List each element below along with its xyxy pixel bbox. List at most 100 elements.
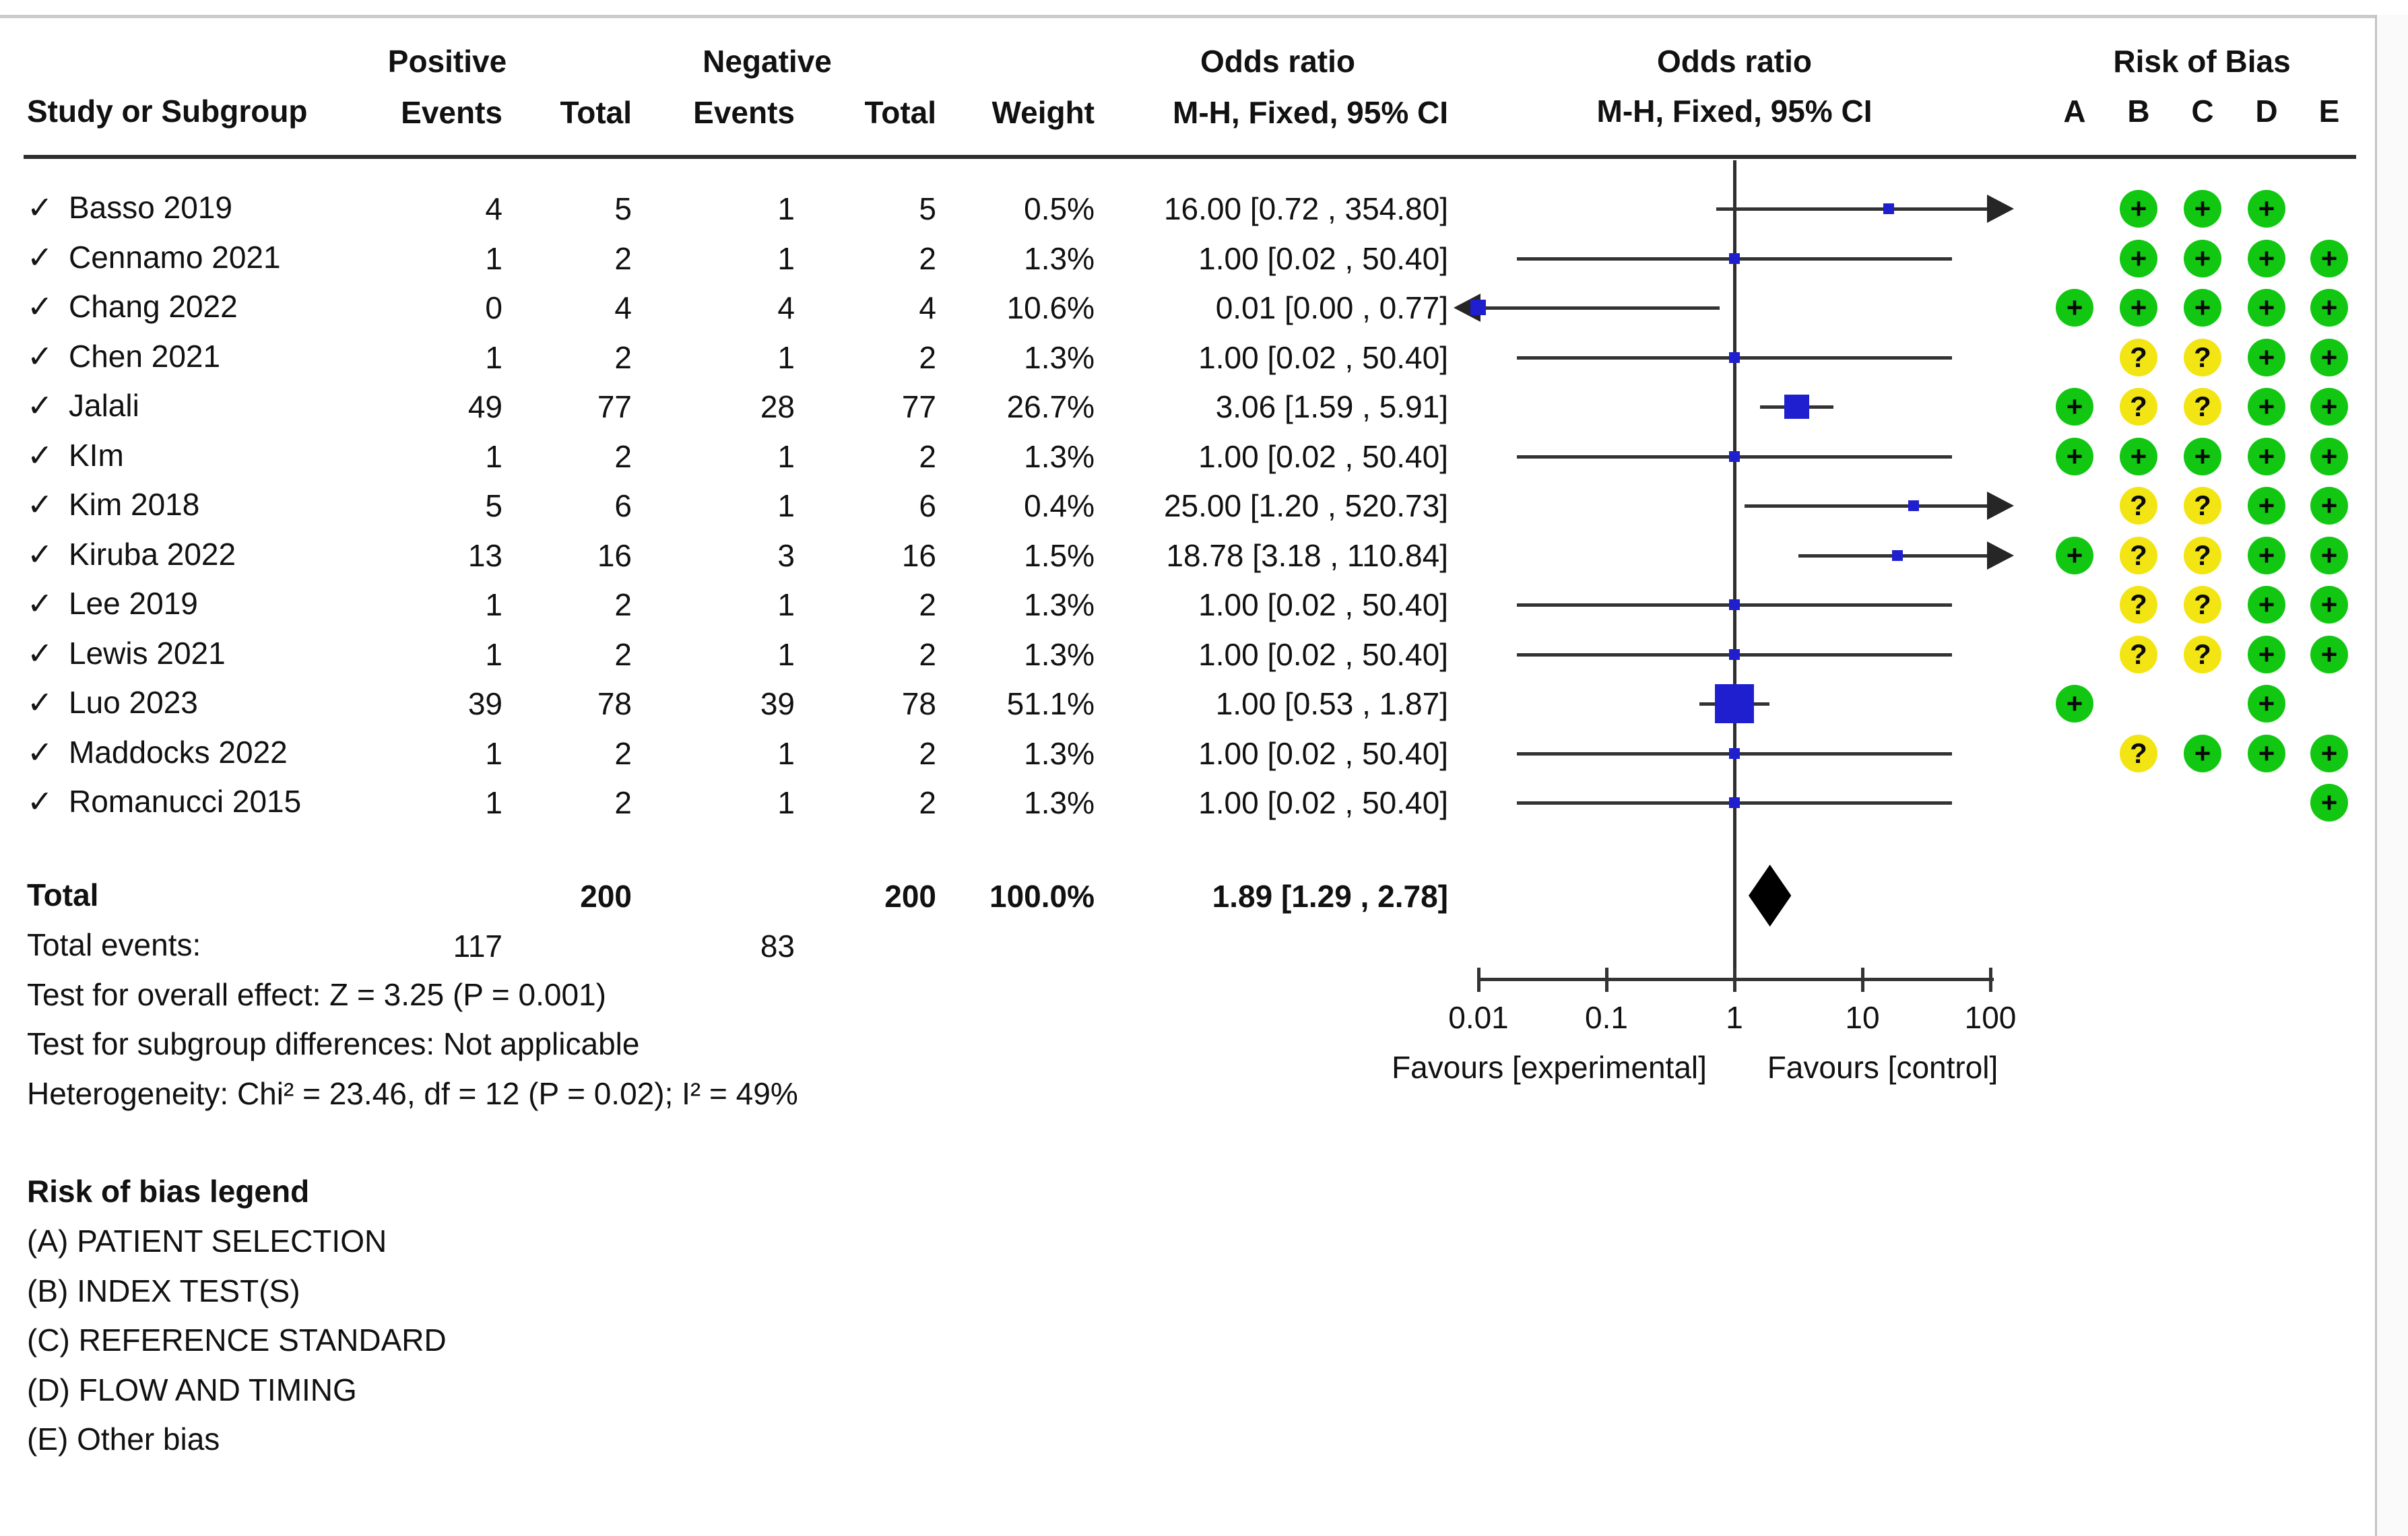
rob-circle-low: + [2056,289,2093,327]
rob-circle-low: + [2310,239,2348,277]
rob-circle-low: + [2248,487,2285,525]
pos-total-cell: 2 [614,636,632,672]
vertical-scrollbar[interactable] [2377,15,2408,1536]
or-ci-cell: 1.00 [0.02 , 50.40] [1198,240,1448,276]
rob-circle-low: + [2248,734,2285,772]
col-group-risk-of-bias: Risk of Bias [2113,44,2291,79]
pos-events-cell: 1 [485,636,502,672]
rob-circle-low: + [2310,586,2348,624]
rob-circle-low: + [2248,338,2285,376]
rob-circle-low: + [2310,487,2348,525]
study-included-check-icon[interactable]: ✓ [27,536,53,572]
rob-circle-low: + [2310,635,2348,673]
rob-letter-A: A [2063,94,2086,129]
weight-cell: 26.7% [1006,389,1095,424]
weight-cell: 51.1% [1006,686,1095,721]
rob-circle-unclear: ? [2184,635,2221,673]
pos-events-cell: 49 [467,389,502,424]
effect-marker [1715,684,1754,723]
study-included-check-icon[interactable]: ✓ [27,487,53,522]
col-group-negative: Negative [703,44,832,79]
rob-legend-item: (C) REFERENCE STANDARD [27,1323,447,1358]
effect-marker [1883,203,1894,214]
ci-right-arrow-icon [1987,492,2014,520]
study-included-check-icon[interactable]: ✓ [27,388,53,423]
rob-circle-low: + [2248,437,2285,475]
study-included-check-icon[interactable]: ✓ [27,784,53,819]
study-included-check-icon[interactable]: ✓ [27,338,53,374]
neg-events-cell: 28 [760,389,795,424]
rob-legend-item: (E) Other bias [27,1422,220,1457]
total-events-positive: 117 [453,929,502,964]
effect-marker [1729,747,1740,759]
weight-cell: 1.3% [1024,735,1095,771]
pos-total-cell: 78 [597,686,632,721]
effect-marker [1729,797,1740,808]
heterogeneity-stats: Heterogeneity: Chi² = 23.46, df = 12 (P … [27,1076,798,1111]
rob-circle-low: + [2310,437,2348,475]
rob-circle-low: + [2056,536,2093,574]
rob-circle-low: + [2056,437,2093,475]
neg-events-cell: 1 [777,191,795,226]
pos-events-cell: 1 [485,587,502,622]
rob-circle-unclear: ? [2184,388,2221,426]
rob-letter-B: B [2127,94,2150,129]
effect-marker [1470,300,1487,316]
neg-events-cell: 1 [777,240,795,276]
rob-circle-low: + [2248,635,2285,673]
pos-events-cell: 1 [485,438,502,474]
or-ci-cell: 18.78 [3.18 , 110.84] [1166,537,1448,573]
or-ci-cell: 1.00 [0.02 , 50.40] [1198,587,1448,622]
study-name: Basso 2019 [69,190,232,225]
study-included-check-icon[interactable]: ✓ [27,437,53,473]
study-name: Luo 2023 [69,685,198,720]
neg-total-cell: 2 [919,785,936,820]
rob-circle-low: + [2120,437,2157,475]
ci-right-arrow-icon [1987,541,2014,570]
study-included-check-icon[interactable]: ✓ [27,586,53,621]
study-included-check-icon[interactable]: ✓ [27,239,53,275]
rob-circle-low: + [2248,586,2285,624]
x-axis-tick [1733,968,1736,992]
neg-total-cell: 2 [919,339,936,375]
rob-circle-low: + [2310,289,2348,327]
effect-marker [1892,549,1903,561]
neg-total-cell: 77 [901,389,936,424]
neg-events-cell: 1 [777,785,795,820]
rob-circle-low: + [2056,685,2093,723]
neg-events-cell: 1 [777,438,795,474]
rob-circle-low: + [2310,536,2348,574]
study-name: Lewis 2021 [69,635,226,671]
ci-right-arrow-icon [1987,195,2014,223]
rob-circle-unclear: ? [2120,536,2157,574]
x-axis-tick-label: 0.1 [1585,1000,1628,1035]
study-name: Kiruba 2022 [69,536,236,572]
rob-circle-low: + [2184,190,2221,228]
rob-letter-E: E [2318,94,2340,129]
col-header-study: Study or Subgroup [27,94,308,129]
col-header-weight: Weight [991,95,1095,130]
study-included-check-icon[interactable]: ✓ [27,635,53,671]
pos-events-cell: 39 [467,686,502,721]
weight-cell: 10.6% [1006,290,1095,325]
neg-events-cell: 1 [777,339,795,375]
rob-circle-unclear: ? [2120,635,2157,673]
effect-marker [1729,599,1740,610]
favours-right-label: Favours [control] [1767,1050,1998,1085]
rob-circle-low: + [2056,388,2093,426]
neg-total-cell: 16 [901,537,936,573]
study-included-check-icon[interactable]: ✓ [27,685,53,720]
weight-cell: 1.5% [1024,537,1095,573]
effect-marker [1729,648,1740,660]
study-included-check-icon[interactable]: ✓ [27,289,53,324]
study-name: Lee 2019 [69,586,198,621]
study-included-check-icon[interactable]: ✓ [27,190,53,225]
study-included-check-icon[interactable]: ✓ [27,734,53,770]
total-or-ci: 1.89 [1.29 , 2.78] [1212,879,1448,914]
rob-circle-low: + [2310,784,2348,822]
total-events-negative: 83 [760,929,795,964]
rob-circle-low: + [2120,239,2157,277]
neg-events-cell: 1 [777,636,795,672]
x-axis-tick [1605,968,1608,992]
